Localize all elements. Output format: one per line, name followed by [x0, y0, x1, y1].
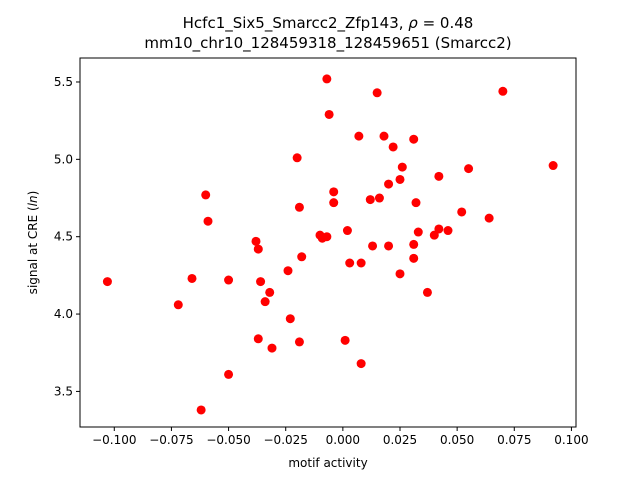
data-point [464, 164, 474, 174]
data-point [260, 297, 270, 307]
y-tick-label: 5.5 [54, 75, 73, 89]
data-point [411, 198, 421, 208]
data-point [102, 277, 112, 287]
data-point [409, 253, 419, 263]
y-tick-label: 5.0 [54, 152, 73, 166]
data-point [457, 207, 467, 217]
y-tick-label: 4.5 [54, 230, 73, 244]
axes-frame [79, 57, 577, 428]
data-point [395, 269, 405, 279]
y-axis-ticks: 3.5 4.0 4.5 5.0 5.5 [54, 75, 80, 398]
data-point [368, 241, 378, 251]
data-point [253, 244, 263, 254]
data-point [294, 337, 304, 347]
data-point [322, 232, 332, 242]
data-point [345, 258, 355, 268]
data-point [324, 109, 334, 119]
data-point [356, 359, 366, 369]
data-point [443, 226, 453, 236]
plot-area: −0.100 −0.075 −0.050 −0.025 0.000 0.025 0.050 0… [54, 57, 589, 447]
data-point [498, 86, 508, 96]
x-tick-label: 0.100 [554, 433, 588, 447]
x-tick-label: 0.050 [440, 433, 474, 447]
data-point [429, 230, 439, 240]
data-point [354, 131, 364, 141]
data-point [203, 216, 213, 226]
data-point [224, 275, 234, 285]
x-tick-label: 0.000 [326, 433, 360, 447]
data-point [379, 131, 389, 141]
data-point [201, 190, 211, 200]
data-point [356, 258, 366, 268]
x-tick-label: −0.050 [206, 433, 250, 447]
data-point [187, 273, 197, 283]
y-axis-label: signal at CRE (ln) [26, 191, 40, 295]
data-point [267, 343, 277, 353]
x-tick-label: −0.100 [92, 433, 136, 447]
data-point [340, 335, 350, 345]
chart-title-line2: mm10_chr10_128459318_128459651 (Smarcc2) [144, 34, 511, 53]
data-point [173, 300, 183, 310]
data-point [374, 193, 384, 203]
data-point [285, 314, 295, 324]
y-tick-label: 4.0 [54, 307, 73, 321]
data-point [384, 179, 394, 189]
data-point [434, 171, 444, 181]
data-point [342, 226, 352, 236]
data-point [409, 239, 419, 249]
data-point [251, 236, 261, 246]
x-tick-label: 0.075 [497, 433, 531, 447]
data-point [372, 88, 382, 98]
x-tick-label: −0.075 [149, 433, 193, 447]
data-point [484, 213, 494, 223]
data-point [292, 153, 302, 163]
data-point [265, 287, 275, 297]
data-point [256, 277, 266, 287]
x-tick-label: −0.025 [264, 433, 308, 447]
data-point [322, 74, 332, 84]
chart-title-line1: Hcfc1_Six5_Smarcc2_Zfp143, ρ = 0.48 [183, 14, 474, 33]
x-axis-label: motif activity [288, 456, 367, 470]
data-point [395, 174, 405, 184]
data-point [329, 198, 339, 208]
data-point [548, 161, 558, 171]
data-point [253, 334, 263, 344]
data-point [388, 142, 398, 152]
data-point [434, 224, 444, 234]
data-point [294, 202, 304, 212]
x-axis-ticks: −0.100 −0.075 −0.050 −0.025 0.000 0.025 0.050 0… [92, 427, 589, 447]
data-point [409, 134, 419, 144]
data-point [283, 266, 293, 276]
data-point [397, 162, 407, 172]
data-point [413, 227, 423, 237]
data-points [102, 74, 558, 415]
data-point [196, 405, 206, 415]
data-point [297, 252, 307, 262]
y-tick-label: 3.5 [54, 384, 73, 398]
data-point [384, 241, 394, 251]
x-tick-label: 0.025 [383, 433, 417, 447]
data-point [224, 369, 234, 379]
data-point [365, 195, 375, 205]
data-point [329, 187, 339, 197]
data-point [422, 287, 432, 297]
